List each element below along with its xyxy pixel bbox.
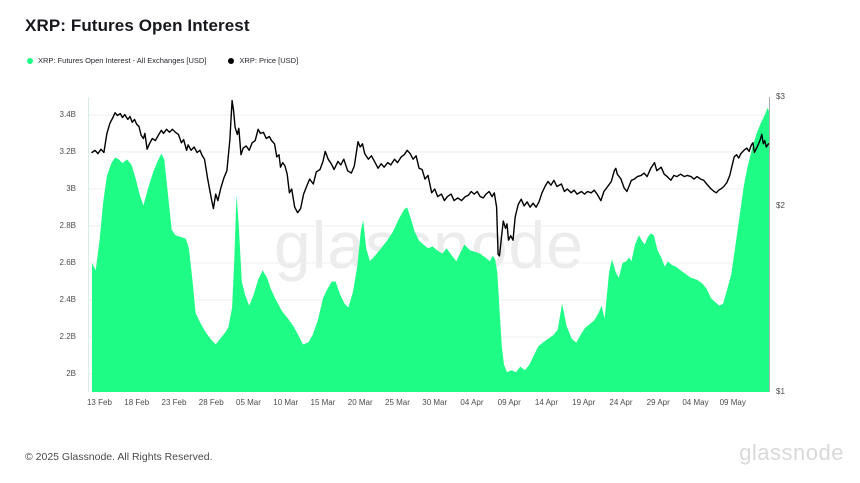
open-interest-area-series: [92, 107, 770, 392]
legend-label-price: XRP: Price [USD]: [239, 56, 299, 65]
chart-legend: XRP: Futures Open Interest - All Exchang…: [27, 56, 298, 65]
glassnode-logo: glassnode: [739, 440, 844, 465]
y-axis-label: 2.8B: [59, 220, 76, 230]
x-axis-label: 04 May: [682, 398, 709, 407]
x-axis-label: 09 Apr: [497, 398, 521, 407]
x-axis-label: 29 Apr: [646, 398, 670, 407]
x-axis-label: 24 Apr: [609, 398, 633, 407]
x-axis-label: 18 Feb: [124, 398, 150, 407]
x-axis-label: 09 May: [719, 398, 746, 407]
y-axis-label: 2.2B: [59, 332, 76, 342]
y-axis-label: 2.4B: [59, 295, 76, 305]
legend-dot-open-interest-icon: [27, 57, 33, 64]
x-axis-label: 04 Apr: [460, 398, 484, 407]
x-axis-label: 20 Mar: [347, 398, 373, 407]
y-axis-label: 3.2B: [59, 146, 76, 156]
x-axis-label: 23 Feb: [161, 398, 187, 407]
footer-copyright: © 2025 Glassnode. All Rights Reserved.: [25, 451, 213, 463]
x-axis-label: 25 Mar: [385, 398, 410, 407]
price-axis-label: $1: [776, 387, 785, 396]
x-axis-label: 14 Apr: [534, 398, 559, 407]
y-axis-label: 2B: [66, 369, 76, 379]
price-line-series: [91, 99, 770, 257]
x-axis-label: 15 Mar: [310, 398, 336, 407]
price-axis-label: $3: [776, 92, 785, 101]
y-axis-label: 2.6B: [59, 258, 76, 267]
x-axis-label: 30 Mar: [422, 398, 448, 407]
x-axis-label: 10 Mar: [273, 398, 299, 407]
legend-item-price[interactable]: XRP: Price [USD]: [228, 56, 298, 65]
x-axis-label: 05 Mar: [236, 398, 261, 407]
y-axis-label: 3B: [66, 183, 76, 193]
legend-label-open-interest: XRP: Futures Open Interest - All Exchang…: [38, 56, 207, 65]
legend-item-open-interest[interactable]: XRP: Futures Open Interest - All Exchang…: [27, 56, 206, 65]
y-axis-label: 3.4B: [59, 109, 76, 119]
x-axis-label: 13 Feb: [86, 398, 112, 407]
price-axis-label: $2: [776, 200, 785, 210]
x-axis-label: 28 Feb: [198, 398, 224, 407]
legend-dot-price-icon: [228, 57, 235, 64]
plot-canvas[interactable]: [88, 97, 770, 392]
x-axis-label: 19 Apr: [572, 398, 596, 407]
page-title: XRP: Futures Open Interest: [25, 16, 250, 35]
